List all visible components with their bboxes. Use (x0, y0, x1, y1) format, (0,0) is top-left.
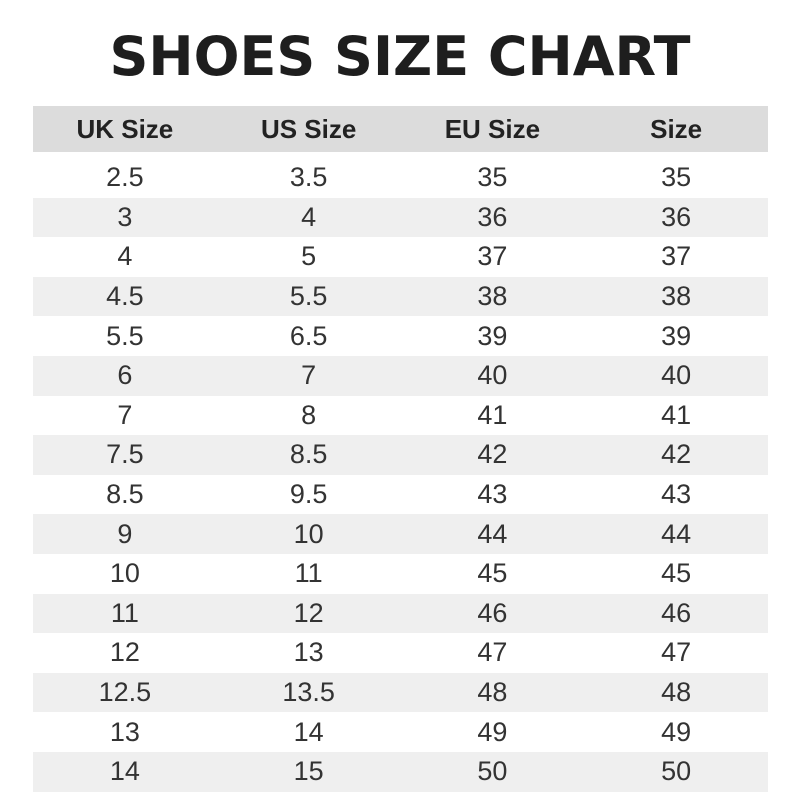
table-cell: 35 (661, 162, 692, 193)
table-cell: 3 (117, 201, 133, 232)
table-row: 9 10 44 44 (33, 514, 768, 554)
table-cell: 7 (117, 399, 133, 430)
column-header: Size (650, 113, 703, 144)
table-cell: 2.5 (106, 162, 144, 193)
table-cell: 42 (661, 439, 692, 470)
table-row: 7.5 8.5 42 42 (33, 435, 768, 475)
table-cell: 10 (293, 518, 324, 549)
table-cell: 41 (661, 399, 692, 430)
table-cell: 11 (110, 597, 139, 628)
column-header: UK Size (76, 113, 174, 144)
table-cell: 6.5 (289, 320, 328, 351)
table-cell: 14 (109, 756, 140, 787)
table-cell: 49 (661, 716, 692, 747)
table-cell: 9.5 (289, 479, 328, 510)
table-cell: 12.5 (98, 677, 152, 708)
table-row: 13 14 49 49 (33, 712, 768, 752)
table-cell: 38 (477, 281, 508, 312)
table-cell: 45 (661, 558, 692, 589)
table-cell: 7 (301, 360, 317, 391)
table-row: 12.5 13.5 48 48 (33, 672, 768, 713)
table-cell: 13 (109, 716, 140, 747)
table-cell: 41 (477, 399, 508, 430)
table-cell: 8 (301, 399, 317, 430)
table-header: UK Size US Size EU Size Size (33, 106, 768, 152)
table-cell: 50 (661, 756, 692, 787)
table-cell: 46 (477, 597, 508, 628)
table-cell: 40 (661, 360, 692, 391)
table-cell: 15 (293, 756, 324, 787)
table-cell: 6 (117, 360, 133, 391)
table-cell: 5.5 (106, 320, 144, 351)
column-header: US Size (260, 113, 357, 144)
table-cell: 50 (477, 756, 508, 787)
table-cell: 12 (293, 597, 324, 628)
table-row: 4.5 5.5 38 38 (33, 276, 768, 317)
table-row: 12 13 47 47 (33, 633, 768, 673)
table-cell: 37 (477, 241, 508, 272)
table-cell: 12 (109, 637, 140, 668)
table-cell: 35 (477, 162, 508, 193)
table-cell: 10 (109, 558, 140, 589)
table-cell: 37 (661, 241, 692, 272)
table-cell: 46 (661, 597, 692, 628)
table-cell: 45 (477, 558, 508, 589)
table-cell: 43 (477, 479, 508, 510)
table-cell: 49 (477, 716, 508, 747)
table-cell: 47 (661, 637, 692, 668)
table-cell: 38 (661, 281, 692, 312)
table-cell: 3.5 (289, 162, 328, 193)
table-cell: 47 (477, 637, 508, 668)
table-cell: 11 (294, 558, 323, 589)
table-cell: 8.5 (106, 479, 144, 510)
table-row: 4 5 37 37 (33, 237, 768, 277)
table-cell: 5 (301, 241, 317, 272)
table-row: 11 12 46 46 (33, 593, 768, 634)
table-row: 14 15 50 50 (33, 751, 768, 792)
table-row: 10 11 45 45 (33, 554, 768, 594)
table-cell: 4 (117, 241, 133, 272)
table-cell: 8.5 (289, 439, 328, 470)
table-cell: 39 (661, 320, 692, 351)
table-row: 3 4 36 36 (33, 197, 768, 238)
table-cell: 4.5 (106, 281, 144, 312)
table-cell: 4 (301, 201, 317, 232)
table-cell: 48 (661, 677, 692, 708)
table-cell: 36 (661, 201, 692, 232)
table-row: 2.5 3.5 35 35 (33, 158, 768, 198)
table-cell: 42 (477, 439, 508, 470)
table-cell: 44 (661, 518, 692, 549)
table-cell: 44 (477, 518, 508, 549)
column-header: EU Size (444, 113, 541, 144)
table-cell: 9 (117, 518, 133, 549)
table-cell: 39 (477, 320, 508, 351)
table-row: 7 8 41 41 (33, 396, 768, 436)
table-cell: 13.5 (282, 677, 335, 708)
table-cell: 5.5 (289, 281, 328, 312)
chart-title: SHOES SIZE CHART (109, 25, 691, 88)
table-cell: 14 (293, 716, 324, 747)
table-cell: 13 (293, 637, 324, 668)
table-row: 6 7 40 40 (33, 355, 768, 396)
table-row: 5.5 6.5 39 39 (33, 316, 768, 356)
table-cell: 7.5 (106, 439, 144, 470)
table-cell: 36 (477, 201, 508, 232)
table-row: 8.5 9.5 43 43 (33, 475, 768, 515)
table-cell: 43 (661, 479, 692, 510)
size-table: UK Size US Size EU Size Size 2.5 3.5 35 35 3 4 36… (33, 106, 768, 792)
table-cell: 48 (477, 677, 508, 708)
table-cell: 40 (477, 360, 508, 391)
